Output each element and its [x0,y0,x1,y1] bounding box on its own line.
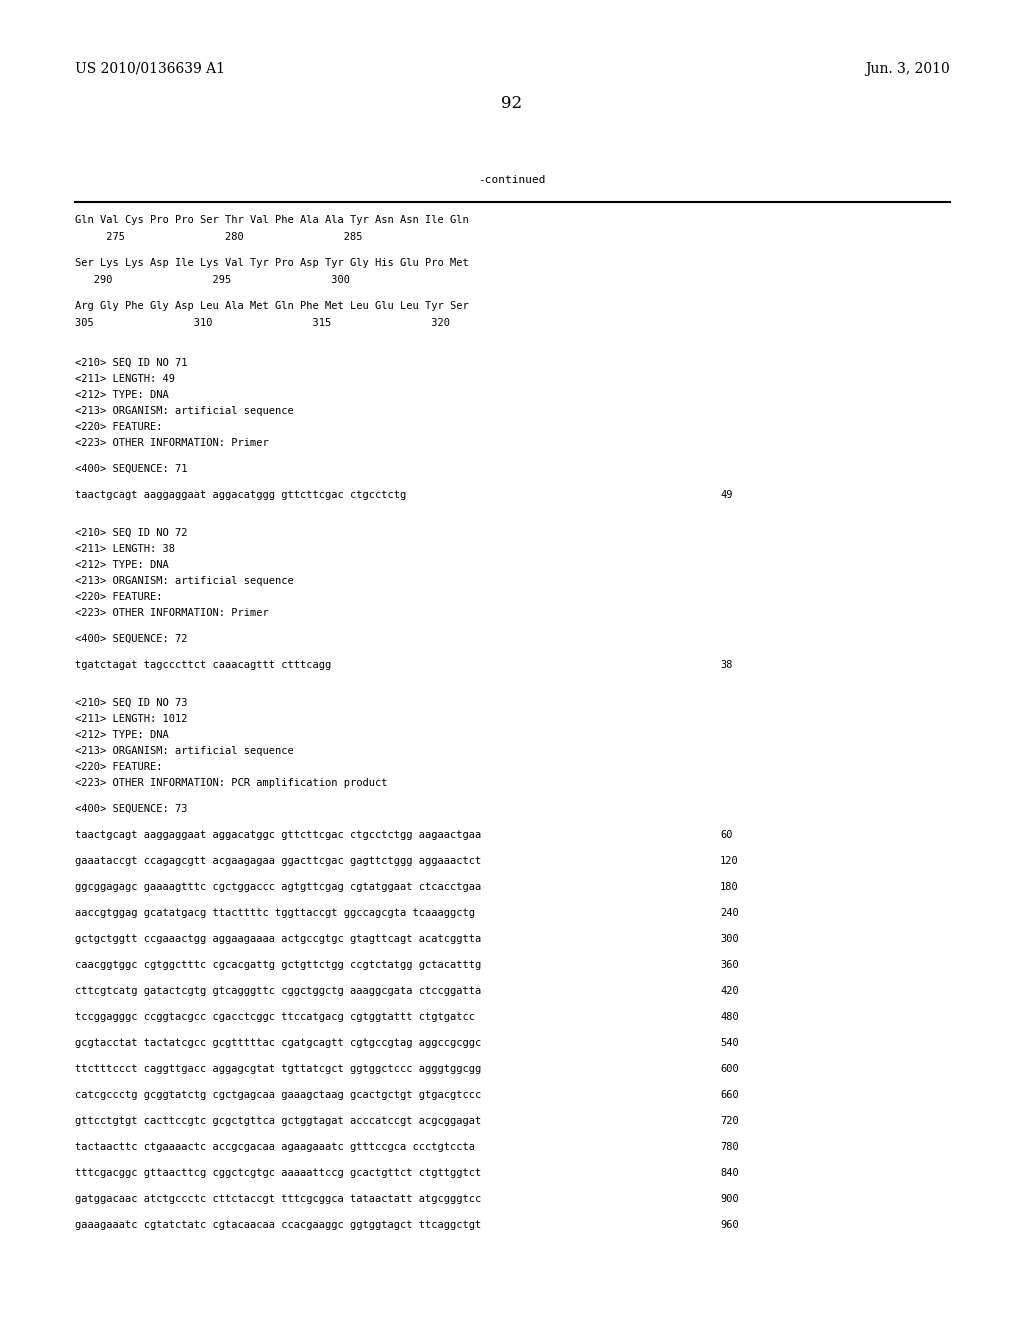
Text: caacggtggc cgtggctttc cgcacgattg gctgttctgg ccgtctatgg gctacatttg: caacggtggc cgtggctttc cgcacgattg gctgttc… [75,960,481,970]
Text: ggcggagagc gaaaagtttc cgctggaccc agtgttcgag cgtatggaat ctcacctgaa: ggcggagagc gaaaagtttc cgctggaccc agtgttc… [75,882,481,892]
Text: tgatctagat tagcccttct caaacagttt ctttcagg: tgatctagat tagcccttct caaacagttt ctttcag… [75,660,331,671]
Text: Jun. 3, 2010: Jun. 3, 2010 [865,62,950,77]
Text: <213> ORGANISM: artificial sequence: <213> ORGANISM: artificial sequence [75,746,294,756]
Text: aaccgtggag gcatatgacg ttacttttc tggttaccgt ggccagcgta tcaaaggctg: aaccgtggag gcatatgacg ttacttttc tggttacc… [75,908,475,917]
Text: 49: 49 [720,490,732,500]
Text: 960: 960 [720,1220,738,1230]
Text: 360: 360 [720,960,738,970]
Text: 660: 660 [720,1090,738,1100]
Text: 120: 120 [720,855,738,866]
Text: taactgcagt aaggaggaat aggacatggg gttcttcgac ctgcctctg: taactgcagt aaggaggaat aggacatggg gttcttc… [75,490,407,500]
Text: <220> FEATURE:: <220> FEATURE: [75,591,163,602]
Text: <400> SEQUENCE: 72: <400> SEQUENCE: 72 [75,634,187,644]
Text: 840: 840 [720,1168,738,1177]
Text: <220> FEATURE:: <220> FEATURE: [75,762,163,772]
Text: 290                295                300: 290 295 300 [75,275,350,285]
Text: <211> LENGTH: 49: <211> LENGTH: 49 [75,374,175,384]
Text: tttcgacggc gttaacttcg cggctcgtgc aaaaattccg gcactgttct ctgttggtct: tttcgacggc gttaacttcg cggctcgtgc aaaaatt… [75,1168,481,1177]
Text: 900: 900 [720,1195,738,1204]
Text: <400> SEQUENCE: 73: <400> SEQUENCE: 73 [75,804,187,814]
Text: 305                310                315                320: 305 310 315 320 [75,318,450,327]
Text: US 2010/0136639 A1: US 2010/0136639 A1 [75,62,225,77]
Text: gctgctggtt ccgaaactgg aggaagaaaa actgccgtgc gtagttcagt acatcggtta: gctgctggtt ccgaaactgg aggaagaaaa actgccg… [75,935,481,944]
Text: <213> ORGANISM: artificial sequence: <213> ORGANISM: artificial sequence [75,407,294,416]
Text: tactaacttc ctgaaaactc accgcgacaa agaagaaatc gtttccgca ccctgtccta: tactaacttc ctgaaaactc accgcgacaa agaagaa… [75,1142,475,1152]
Text: 600: 600 [720,1064,738,1074]
Text: -continued: -continued [478,176,546,185]
Text: <210> SEQ ID NO 72: <210> SEQ ID NO 72 [75,528,187,539]
Text: <223> OTHER INFORMATION: Primer: <223> OTHER INFORMATION: Primer [75,438,268,447]
Text: 38: 38 [720,660,732,671]
Text: cttcgtcatg gatactcgtg gtcagggttc cggctggctg aaaggcgata ctccggatta: cttcgtcatg gatactcgtg gtcagggttc cggctgg… [75,986,481,997]
Text: 780: 780 [720,1142,738,1152]
Text: gttcctgtgt cacttccgtc gcgctgttca gctggtagat acccatccgt acgcggagat: gttcctgtgt cacttccgtc gcgctgttca gctggta… [75,1115,481,1126]
Text: Ser Lys Lys Asp Ile Lys Val Tyr Pro Asp Tyr Gly His Glu Pro Met: Ser Lys Lys Asp Ile Lys Val Tyr Pro Asp … [75,257,469,268]
Text: <223> OTHER INFORMATION: PCR amplification product: <223> OTHER INFORMATION: PCR amplificati… [75,777,387,788]
Text: Gln Val Cys Pro Pro Ser Thr Val Phe Ala Ala Tyr Asn Asn Ile Gln: Gln Val Cys Pro Pro Ser Thr Val Phe Ala … [75,215,469,224]
Text: gcgtacctat tactatcgcc gcgtttttac cgatgcagtt cgtgccgtag aggccgcggc: gcgtacctat tactatcgcc gcgtttttac cgatgca… [75,1038,481,1048]
Text: <400> SEQUENCE: 71: <400> SEQUENCE: 71 [75,465,187,474]
Text: 180: 180 [720,882,738,892]
Text: <212> TYPE: DNA: <212> TYPE: DNA [75,560,169,570]
Text: <210> SEQ ID NO 73: <210> SEQ ID NO 73 [75,698,187,708]
Text: <220> FEATURE:: <220> FEATURE: [75,422,163,432]
Text: 480: 480 [720,1012,738,1022]
Text: 60: 60 [720,830,732,840]
Text: <213> ORGANISM: artificial sequence: <213> ORGANISM: artificial sequence [75,576,294,586]
Text: <210> SEQ ID NO 71: <210> SEQ ID NO 71 [75,358,187,368]
Text: catcgccctg gcggtatctg cgctgagcaa gaaagctaag gcactgctgt gtgacgtccc: catcgccctg gcggtatctg cgctgagcaa gaaagct… [75,1090,481,1100]
Text: 540: 540 [720,1038,738,1048]
Text: <212> TYPE: DNA: <212> TYPE: DNA [75,730,169,741]
Text: <223> OTHER INFORMATION: Primer: <223> OTHER INFORMATION: Primer [75,609,268,618]
Text: gaaataccgt ccagagcgtt acgaagagaa ggacttcgac gagttctggg aggaaactct: gaaataccgt ccagagcgtt acgaagagaa ggacttc… [75,855,481,866]
Text: 240: 240 [720,908,738,917]
Text: <211> LENGTH: 1012: <211> LENGTH: 1012 [75,714,187,723]
Text: <211> LENGTH: 38: <211> LENGTH: 38 [75,544,175,554]
Text: 420: 420 [720,986,738,997]
Text: gaaagaaatc cgtatctatc cgtacaacaa ccacgaaggc ggtggtagct ttcaggctgt: gaaagaaatc cgtatctatc cgtacaacaa ccacgaa… [75,1220,481,1230]
Text: 275                280                285: 275 280 285 [75,232,362,242]
Text: ttctttccct caggttgacc aggagcgtat tgttatcgct ggtggctccc agggtggcgg: ttctttccct caggttgacc aggagcgtat tgttatc… [75,1064,481,1074]
Text: tccggagggc ccggtacgcc cgacctcggc ttccatgacg cgtggtattt ctgtgatcc: tccggagggc ccggtacgcc cgacctcggc ttccatg… [75,1012,475,1022]
Text: 300: 300 [720,935,738,944]
Text: taactgcagt aaggaggaat aggacatggc gttcttcgac ctgcctctgg aagaactgaa: taactgcagt aaggaggaat aggacatggc gttcttc… [75,830,481,840]
Text: 720: 720 [720,1115,738,1126]
Text: <212> TYPE: DNA: <212> TYPE: DNA [75,389,169,400]
Text: Arg Gly Phe Gly Asp Leu Ala Met Gln Phe Met Leu Glu Leu Tyr Ser: Arg Gly Phe Gly Asp Leu Ala Met Gln Phe … [75,301,469,312]
Text: gatggacaac atctgccctc cttctaccgt tttcgcggca tataactatt atgcgggtcc: gatggacaac atctgccctc cttctaccgt tttcgcg… [75,1195,481,1204]
Text: 92: 92 [502,95,522,112]
